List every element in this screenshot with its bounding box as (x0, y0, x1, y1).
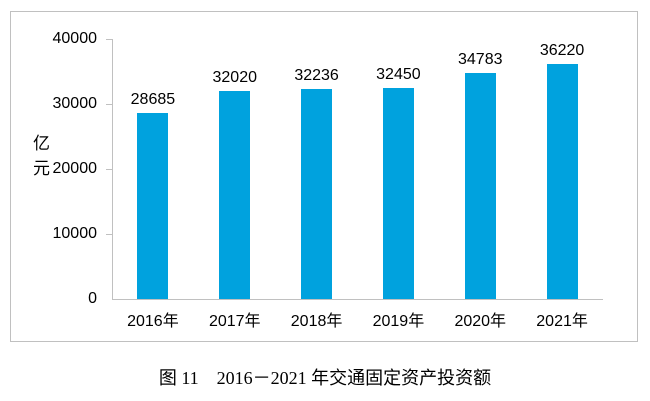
x-axis-label: 2016年 (127, 313, 179, 330)
figure-caption: 图 11 2016－2021 年交通固定资产投资额 (158, 368, 492, 388)
y-tick-mark (106, 234, 112, 235)
bar (301, 89, 333, 299)
y-tick-label: 20000 (52, 160, 98, 177)
y-tick-label: 10000 (52, 225, 98, 242)
y-axis-line (112, 39, 113, 299)
y-tick-mark (106, 169, 112, 170)
bar (464, 72, 496, 299)
bar (382, 88, 414, 299)
bar (546, 63, 578, 299)
x-axis-label: 2021年 (536, 313, 588, 330)
bar-value-label: 32020 (212, 68, 258, 86)
x-axis-line (112, 299, 603, 300)
bar-value-label: 34783 (458, 50, 503, 68)
y-tick-mark (106, 104, 112, 105)
x-axis-label: 2017年 (208, 313, 261, 330)
y-tick-mark (106, 39, 112, 40)
y-axis-title: 亿元 (33, 134, 50, 178)
bar (137, 112, 169, 299)
bar-value-label: 36220 (539, 41, 585, 59)
bar-value-label: 32450 (376, 66, 421, 84)
x-axis-label: 2020年 (454, 313, 507, 330)
bar (219, 90, 251, 299)
x-axis-label: 2018年 (290, 313, 343, 330)
bar-value-label: 32236 (294, 67, 339, 85)
x-axis-label: 2019年 (372, 313, 425, 330)
y-tick-label: 30000 (52, 95, 98, 112)
y-tick-label: 0 (88, 290, 97, 307)
bar-value-label: 28685 (130, 90, 176, 108)
y-tick-label: 40000 (52, 30, 98, 47)
